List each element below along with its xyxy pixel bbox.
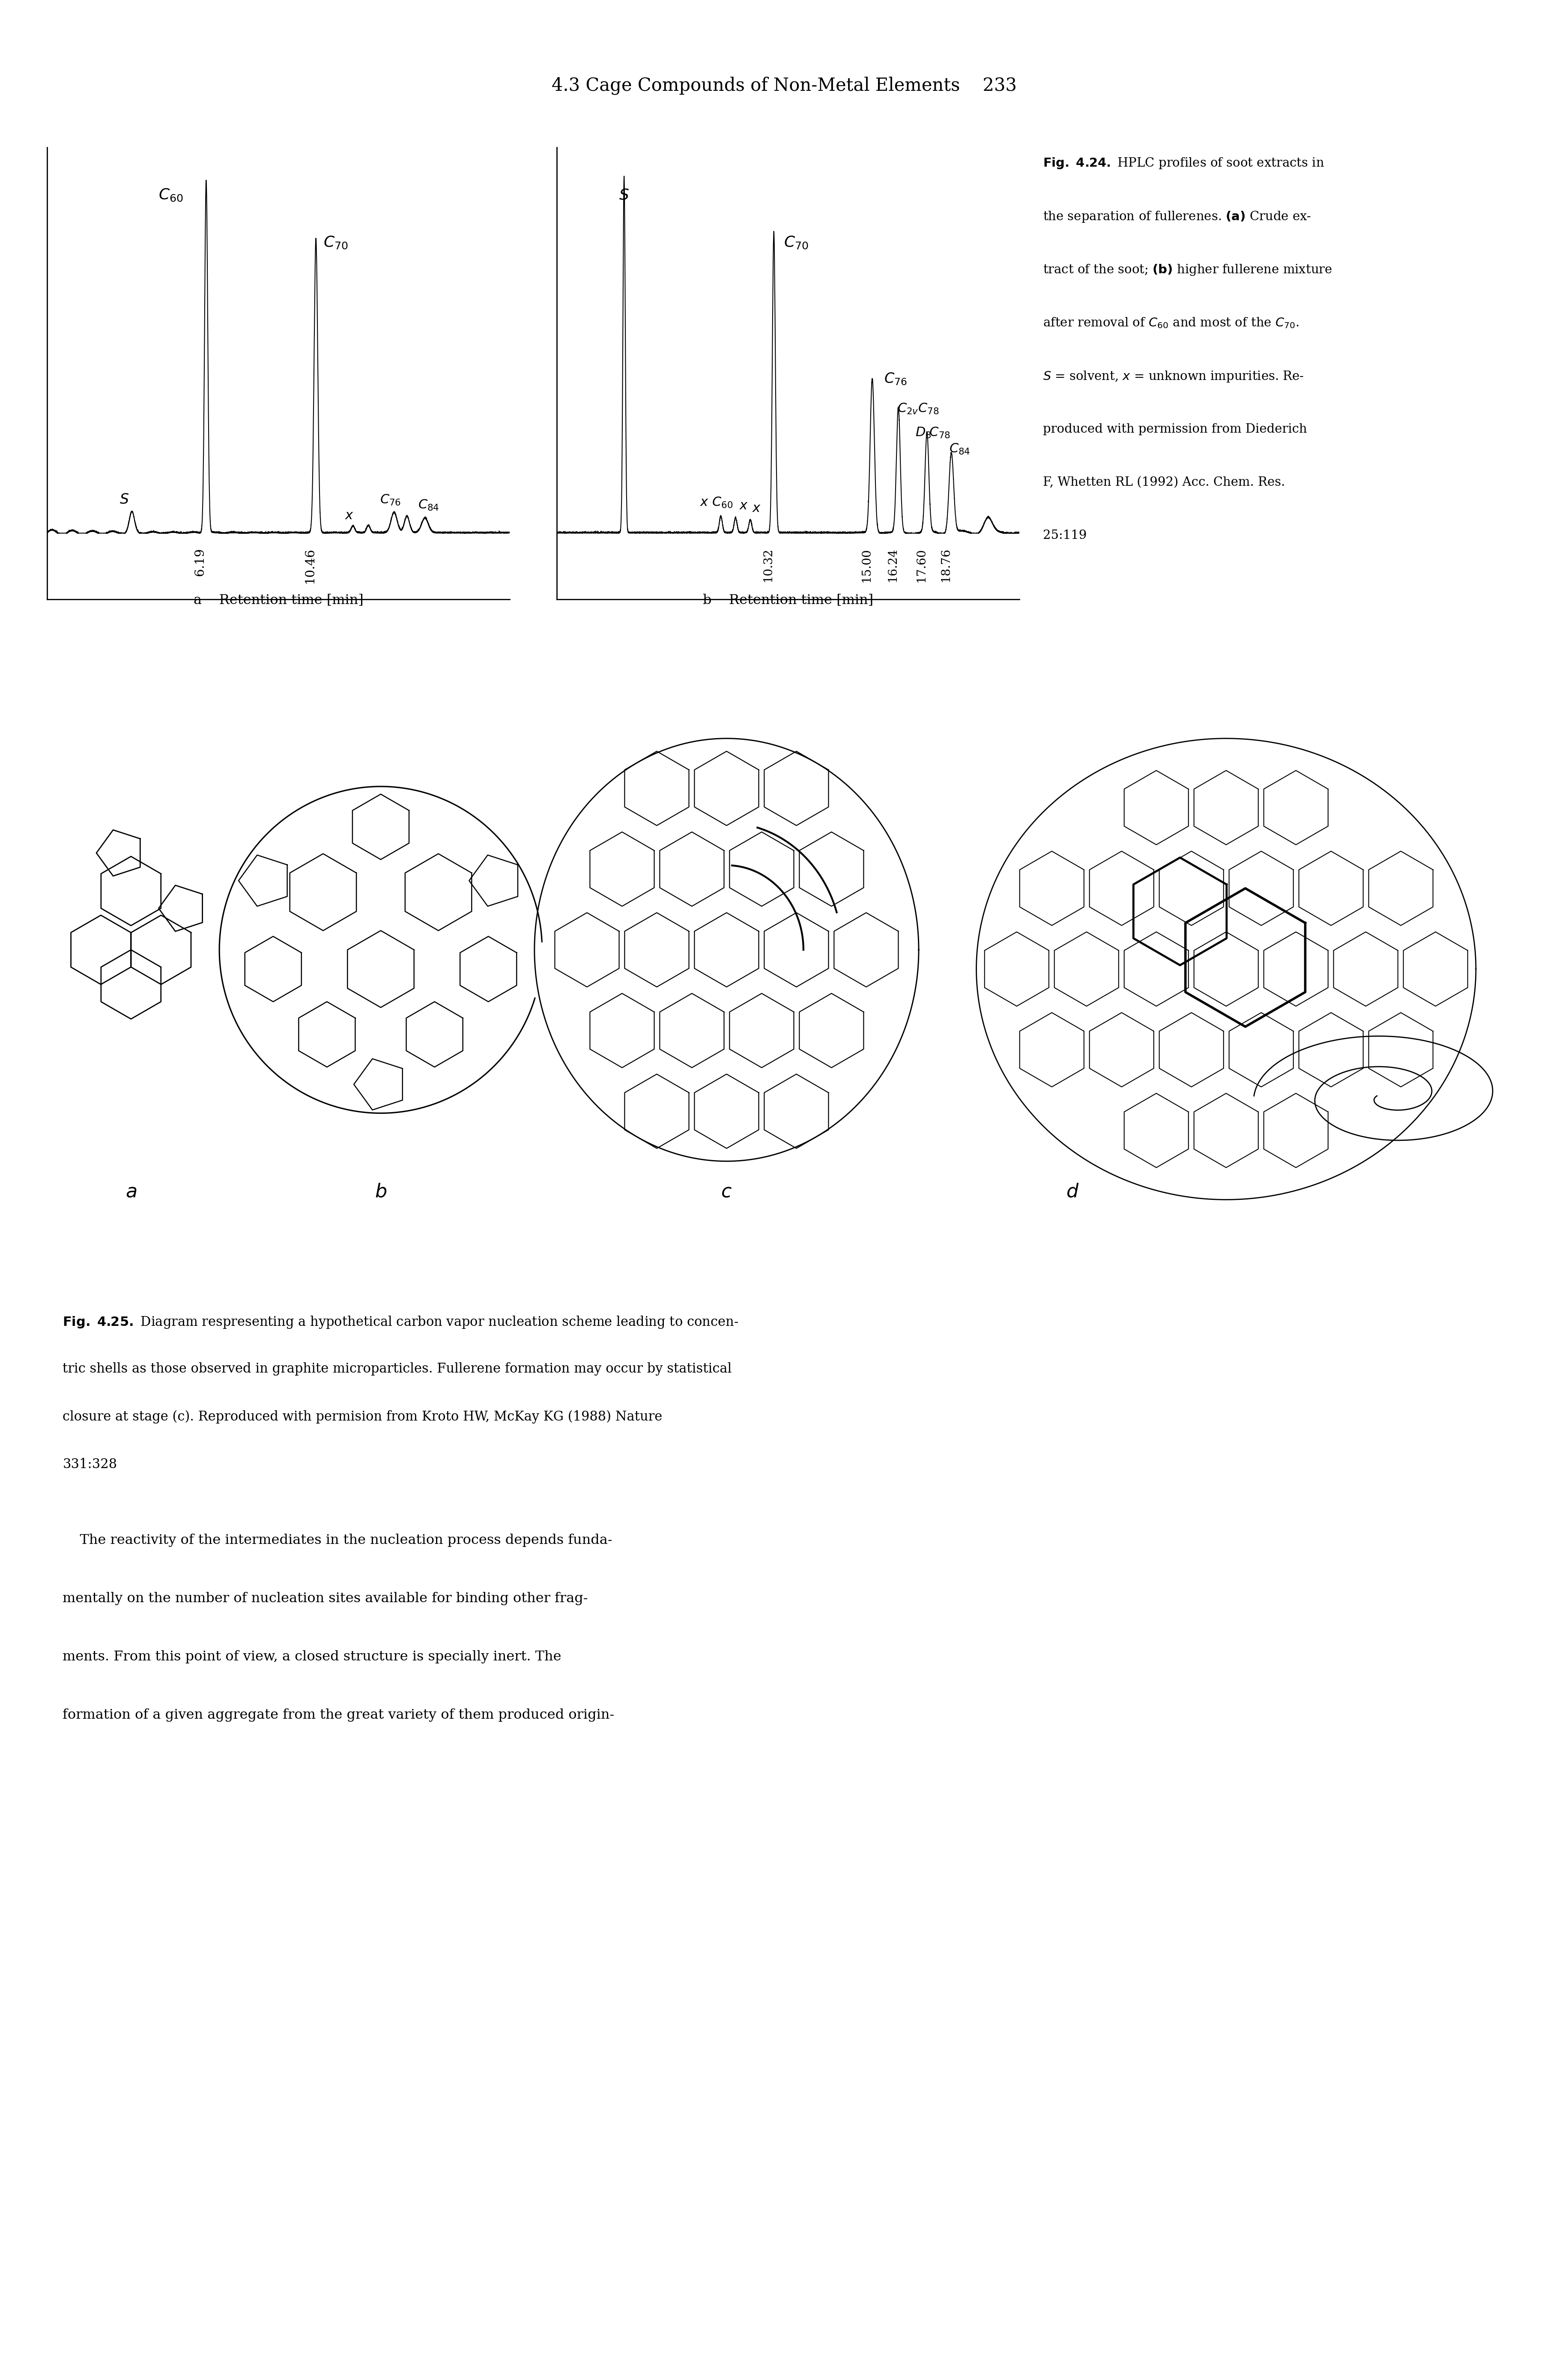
- Text: $S$: $S$: [619, 188, 629, 202]
- Text: b    Retention time [min]: b Retention time [min]: [702, 594, 873, 606]
- Text: $C_{76}$: $C_{76}$: [884, 371, 906, 385]
- Text: $C_{84}$: $C_{84}$: [949, 442, 971, 457]
- Text: $x$: $x$: [345, 509, 353, 523]
- Text: $C_{70}$: $C_{70}$: [323, 235, 348, 250]
- Text: $S$ = solvent, $x$ = unknown impurities. Re-: $S$ = solvent, $x$ = unknown impurities.…: [1043, 369, 1303, 383]
- Text: $c$: $c$: [721, 1182, 732, 1201]
- Text: $C_{76}$: $C_{76}$: [379, 492, 400, 507]
- Text: after removal of $C_{60}$ and most of the $C_{70}$.: after removal of $C_{60}$ and most of th…: [1043, 316, 1298, 331]
- Text: $C_{2v}C_{78}$: $C_{2v}C_{78}$: [897, 402, 939, 416]
- Text: $C_{84}$: $C_{84}$: [419, 499, 439, 511]
- Text: 10.46: 10.46: [304, 547, 315, 583]
- Text: 331:328: 331:328: [63, 1458, 118, 1472]
- Text: 18.76: 18.76: [939, 547, 952, 583]
- Text: $D_3\!C_{78}$: $D_3\!C_{78}$: [916, 426, 950, 440]
- Text: $b$: $b$: [375, 1182, 387, 1201]
- Text: the separation of fullerenes. $\mathbf{(a)}$ Crude ex-: the separation of fullerenes. $\mathbf{(…: [1043, 209, 1311, 224]
- Text: $S$: $S$: [119, 492, 129, 507]
- Text: 6.19: 6.19: [194, 547, 205, 575]
- Text: ments. From this point of view, a closed structure is specially inert. The: ments. From this point of view, a closed…: [63, 1650, 561, 1665]
- Text: F, Whetten RL (1992) Acc. Chem. Res.: F, Whetten RL (1992) Acc. Chem. Res.: [1043, 476, 1284, 487]
- Text: mentally on the number of nucleation sites available for binding other frag-: mentally on the number of nucleation sit…: [63, 1593, 588, 1605]
- Text: 25:119: 25:119: [1043, 530, 1087, 542]
- Text: $\mathbf{Fig.\ 4.24.}$ HPLC profiles of soot extracts in: $\mathbf{Fig.\ 4.24.}$ HPLC profiles of …: [1043, 157, 1323, 171]
- Text: formation of a given aggregate from the great variety of them produced origin-: formation of a given aggregate from the …: [63, 1707, 615, 1722]
- Text: closure at stage (c). Reproduced with permision from Kroto HW, McKay KG (1988) N: closure at stage (c). Reproduced with pe…: [63, 1410, 662, 1424]
- Text: 17.60: 17.60: [916, 547, 927, 583]
- Text: $\mathbf{Fig.\ 4.25.}$ Diagram respresenting a hypothetical carbon vapor nucleat: $\mathbf{Fig.\ 4.25.}$ Diagram respresen…: [63, 1315, 739, 1329]
- Text: 16.24: 16.24: [886, 547, 898, 583]
- Text: tract of the soot; $\mathbf{(b)}$ higher fullerene mixture: tract of the soot; $\mathbf{(b)}$ higher…: [1043, 264, 1331, 276]
- Text: tric shells as those observed in graphite microparticles. Fullerene formation ma: tric shells as those observed in graphit…: [63, 1363, 732, 1374]
- Text: a    Retention time [min]: a Retention time [min]: [193, 594, 364, 606]
- Text: $x$ $C_{60}$: $x$ $C_{60}$: [699, 497, 732, 509]
- Text: $d$: $d$: [1066, 1182, 1079, 1201]
- Text: The reactivity of the intermediates in the nucleation process depends funda-: The reactivity of the intermediates in t…: [63, 1534, 613, 1548]
- Text: $a$: $a$: [125, 1182, 136, 1201]
- Text: 15.00: 15.00: [861, 547, 872, 583]
- Text: $C_{60}$: $C_{60}$: [158, 188, 183, 202]
- Text: $x$: $x$: [753, 502, 760, 514]
- Text: 10.32: 10.32: [762, 547, 773, 583]
- Text: $x$: $x$: [739, 499, 748, 514]
- Text: produced with permission from Diederich: produced with permission from Diederich: [1043, 423, 1306, 435]
- Text: $C_{70}$: $C_{70}$: [784, 235, 809, 250]
- Text: 4.3 Cage Compounds of Non-Metal Elements    233: 4.3 Cage Compounds of Non-Metal Elements…: [552, 76, 1016, 95]
